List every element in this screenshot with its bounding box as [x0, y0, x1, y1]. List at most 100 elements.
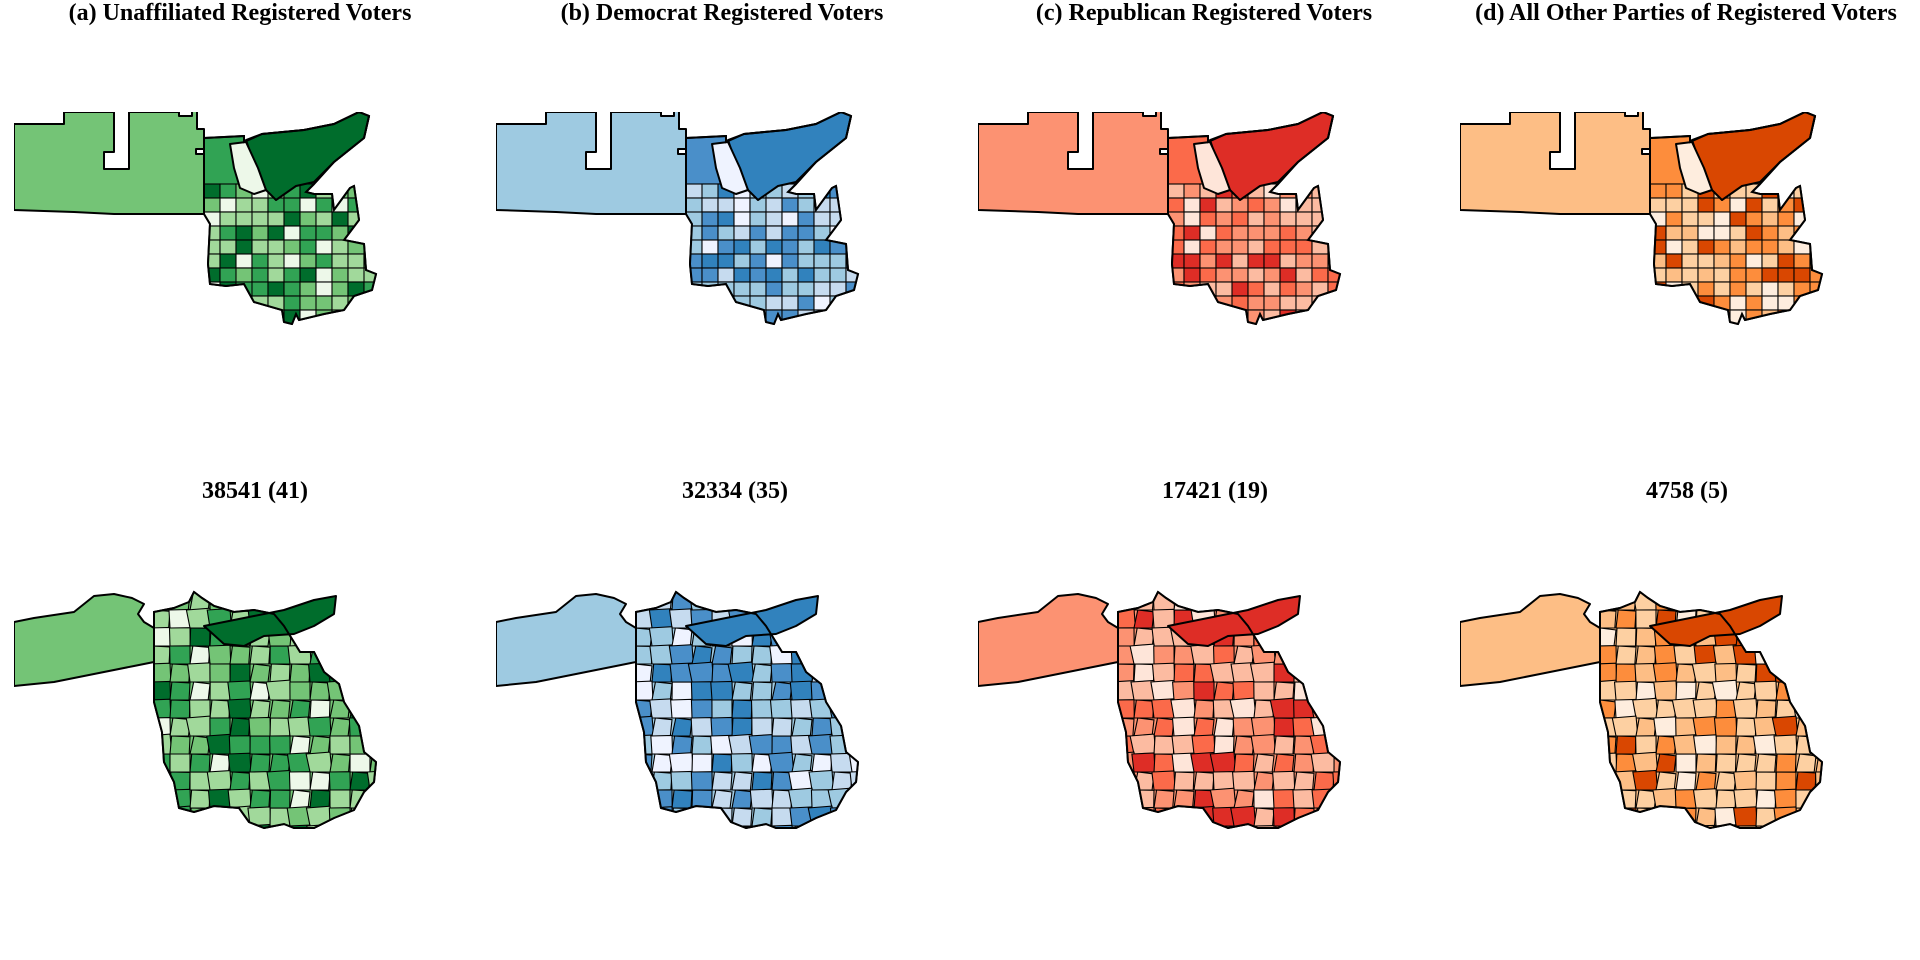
precinct-cell — [154, 733, 173, 755]
precinct-cell — [1665, 267, 1683, 283]
precinct-cell — [751, 771, 773, 791]
precinct-cell — [1733, 770, 1758, 791]
precinct-cell — [207, 644, 232, 665]
precinct-cell — [1133, 609, 1155, 629]
precinct-cell — [1697, 197, 1715, 213]
precinct-cell — [1815, 771, 1822, 791]
precinct-cell — [1291, 626, 1316, 647]
panel-title-democrat: (b) Democrat Registered Voters — [560, 0, 884, 26]
precinct-cell — [1212, 771, 1235, 791]
panel-title-unaffiliated: (a) Unaffiliated Registered Voters — [68, 0, 412, 26]
precinct-cell — [1673, 644, 1698, 665]
precinct-cell — [154, 680, 172, 701]
precinct-cell — [1213, 681, 1235, 701]
precinct-cell — [1231, 281, 1249, 297]
precinct-cell — [369, 681, 376, 701]
precinct-cell — [765, 267, 783, 283]
precinct-cell — [1279, 183, 1297, 199]
panel-title-other: (d) All Other Parties of Registered Vote… — [1475, 0, 1897, 26]
precinct-cell — [1273, 663, 1295, 683]
precinct-cell — [1247, 253, 1265, 269]
precinct-cell — [169, 735, 191, 755]
precinct-cell — [1192, 824, 1216, 828]
precinct-cell — [1332, 716, 1340, 737]
precinct-cell — [1209, 787, 1237, 809]
precinct-cell — [1279, 295, 1297, 311]
precinct-cell — [1231, 770, 1256, 791]
precinct-cell — [771, 681, 793, 701]
precinct-cell — [1333, 609, 1340, 629]
precinct-cell — [207, 788, 232, 809]
precinct-cell — [309, 645, 331, 665]
precinct-cell — [1247, 281, 1265, 297]
precinct-cell — [209, 699, 231, 719]
precinct-cell — [781, 197, 799, 213]
precinct-cell — [369, 753, 376, 773]
precinct-cell — [1715, 771, 1737, 791]
precinct-cell — [366, 770, 376, 791]
precinct-cell — [651, 717, 673, 737]
precinct-cell — [219, 239, 237, 255]
precinct-cell — [1153, 753, 1175, 773]
precinct-cell — [349, 753, 371, 773]
precinct-cell — [269, 645, 291, 665]
precinct-cell — [299, 225, 317, 241]
precinct-cell — [1183, 225, 1201, 241]
precinct-cell — [305, 805, 333, 827]
precinct-cell — [848, 607, 858, 629]
precinct-cell — [1809, 323, 1822, 324]
precinct-cell — [733, 267, 751, 283]
precinct-cell — [368, 807, 376, 827]
precinct-cell — [154, 592, 171, 611]
precinct-cell — [790, 698, 814, 719]
precinct-cell — [767, 751, 795, 773]
precinct-cell — [691, 645, 713, 665]
precinct-cell — [650, 824, 674, 828]
precinct-cell — [1795, 735, 1817, 755]
precinct-cell — [1215, 267, 1233, 283]
precinct-cell — [733, 309, 751, 324]
precinct-cell — [1814, 662, 1822, 683]
precinct-cell — [331, 253, 349, 269]
precinct-cell — [283, 239, 301, 255]
precinct-cell — [1293, 807, 1315, 827]
precinct-cell — [1230, 805, 1257, 827]
precinct-cell — [1675, 771, 1697, 791]
precinct-cell — [331, 267, 349, 283]
precinct-cell — [289, 735, 311, 755]
precinct-cell — [1273, 627, 1295, 647]
precinct-cell — [204, 253, 221, 269]
precinct-cell — [1650, 267, 1667, 283]
precinct-cell — [289, 681, 311, 701]
precinct-cell — [268, 824, 292, 828]
precinct-cell — [797, 225, 815, 241]
precinct-cell — [1665, 309, 1683, 324]
precinct-cell — [1193, 717, 1215, 737]
precinct-cell — [1273, 645, 1295, 665]
precinct-cell — [1327, 239, 1340, 255]
precinct-cell — [670, 770, 694, 791]
precinct-cell — [1600, 806, 1618, 827]
precinct-cell — [1293, 771, 1315, 791]
precinct-cell — [1231, 211, 1249, 227]
precinct-cell — [1761, 323, 1779, 324]
precinct-cell — [1729, 225, 1747, 241]
precinct-cell — [1775, 825, 1797, 828]
precinct-cell — [1263, 211, 1281, 227]
precinct-cell — [1133, 699, 1155, 719]
precinct-cell — [1732, 806, 1758, 827]
precinct-cell — [369, 789, 376, 809]
precinct-cell — [169, 753, 191, 773]
precinct-cell — [789, 680, 814, 701]
precinct-cell — [349, 825, 371, 828]
precinct-cell — [1327, 309, 1340, 324]
precinct-cell — [749, 281, 767, 297]
precinct-cell — [1681, 323, 1699, 324]
precinct-cell — [790, 645, 813, 665]
precinct-cell — [809, 824, 834, 828]
precinct-cell — [328, 771, 351, 791]
precinct-cell — [1330, 679, 1340, 701]
precinct-cell — [1279, 225, 1297, 241]
precinct-cell — [717, 211, 735, 227]
precinct-cell — [811, 717, 833, 737]
